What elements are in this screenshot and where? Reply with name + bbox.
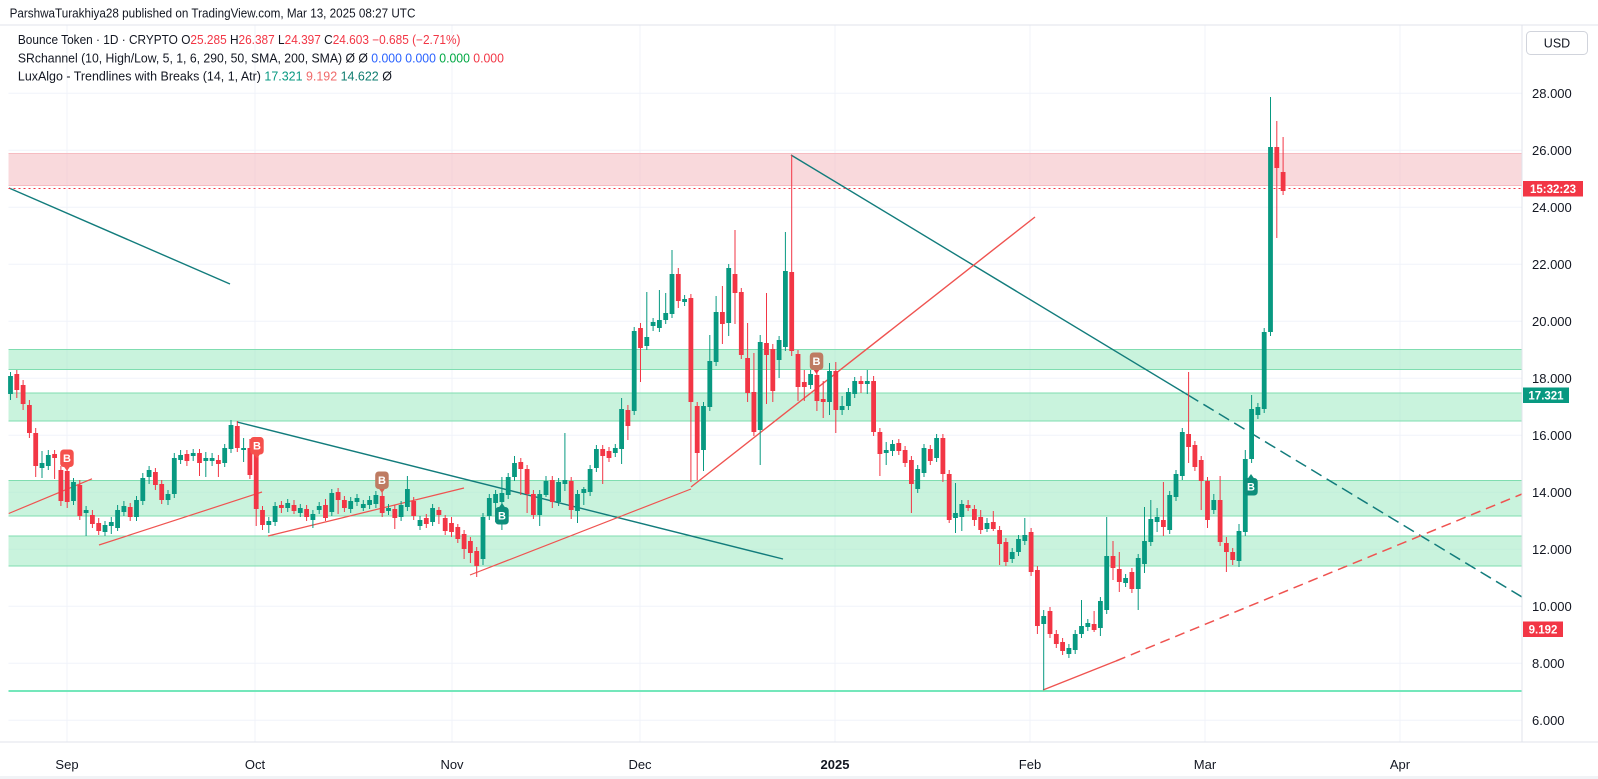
svg-text:Sep: Sep	[55, 757, 78, 772]
svg-text:20.000: 20.000	[1532, 314, 1572, 329]
svg-text:B: B	[1247, 482, 1255, 494]
svg-text:18.000: 18.000	[1532, 371, 1572, 386]
svg-text:Nov: Nov	[440, 757, 464, 772]
svg-text:B: B	[253, 441, 261, 453]
svg-text:B: B	[498, 511, 506, 523]
svg-text:28.000: 28.000	[1532, 86, 1572, 101]
svg-text:9.192: 9.192	[1529, 624, 1558, 636]
svg-text:2025: 2025	[821, 757, 850, 772]
svg-text:B: B	[63, 453, 71, 465]
svg-text:8.000: 8.000	[1532, 656, 1565, 671]
svg-text:B: B	[813, 356, 821, 368]
svg-text:14.000: 14.000	[1532, 485, 1572, 500]
svg-text:Feb: Feb	[1019, 757, 1041, 772]
svg-text:ParshwaTurakhiya28 published o: ParshwaTurakhiya28 published on TradingV…	[10, 6, 416, 21]
svg-text:26.000: 26.000	[1532, 143, 1572, 158]
svg-text:USD: USD	[1544, 37, 1570, 51]
svg-text:Oct: Oct	[245, 757, 266, 772]
svg-text:B: B	[378, 475, 386, 487]
svg-text:6.000: 6.000	[1532, 713, 1565, 728]
svg-text:Apr: Apr	[1390, 757, 1411, 772]
svg-text:SRchannel (10, High/Low, 5, 1,: SRchannel (10, High/Low, 5, 1, 6, 290, 5…	[18, 52, 504, 66]
svg-text:17.321: 17.321	[1528, 390, 1564, 402]
svg-text:LuxAlgo - Trendlines with Brea: LuxAlgo - Trendlines with Breaks (14, 1,…	[18, 70, 392, 84]
svg-text:16.000: 16.000	[1532, 428, 1572, 443]
svg-text:15:32:23: 15:32:23	[1530, 184, 1576, 196]
svg-text:22.000: 22.000	[1532, 257, 1572, 272]
svg-text:Mar: Mar	[1194, 757, 1217, 772]
svg-text:Dec: Dec	[628, 757, 652, 772]
svg-text:10.000: 10.000	[1532, 599, 1572, 614]
svg-text:12.000: 12.000	[1532, 542, 1572, 557]
svg-text:Bounce Token · 1D · CRYPTO O2: Bounce Token · 1D · CRYPTO O25.285 H26.3…	[18, 33, 461, 47]
svg-text:24.000: 24.000	[1532, 200, 1572, 215]
